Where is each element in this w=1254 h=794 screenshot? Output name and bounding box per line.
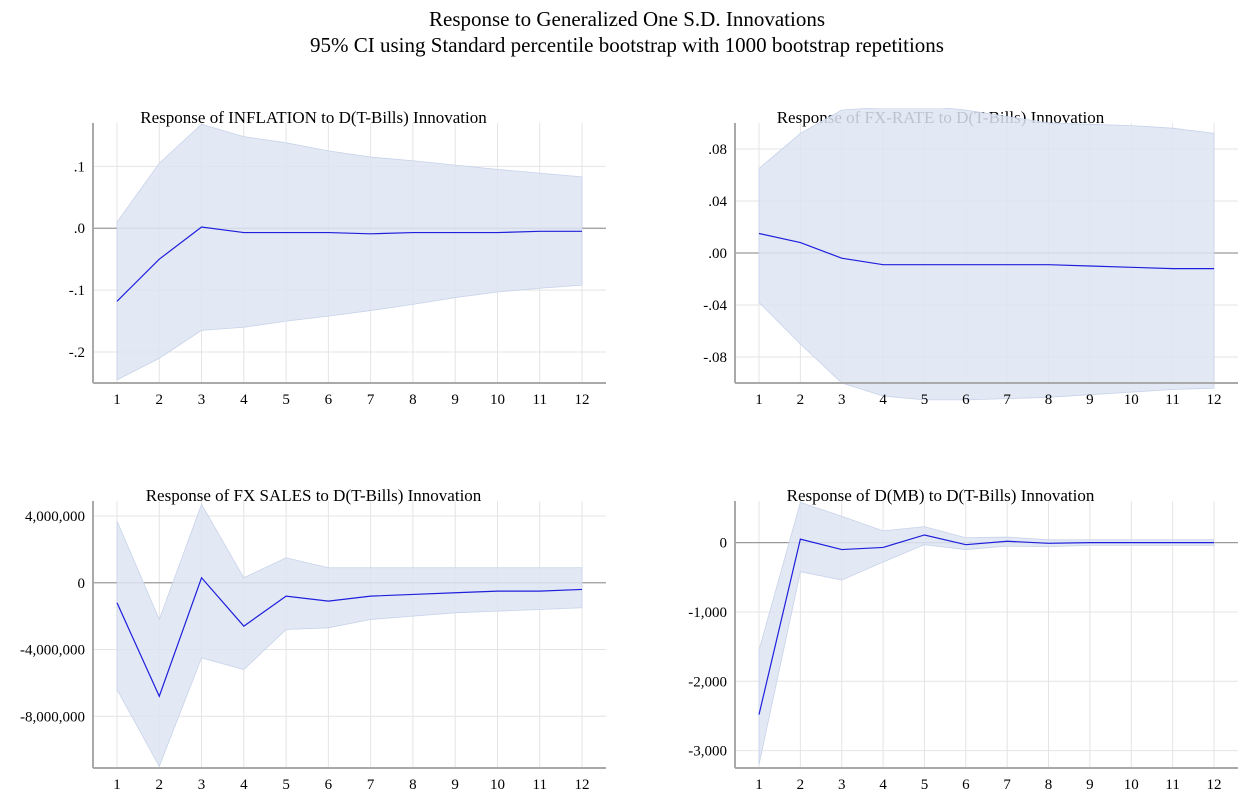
y-tick-label: 4,000,000 <box>25 509 85 525</box>
x-tick-label: 9 <box>1086 392 1094 408</box>
y-tick-label: .0 <box>74 221 85 237</box>
x-tick-label: 5 <box>921 392 929 408</box>
x-tick-label: 9 <box>451 777 459 792</box>
x-tick-label: 2 <box>797 777 805 792</box>
chart-title: Response to Generalized One S.D. Innovat… <box>429 7 825 31</box>
x-tick-label: 12 <box>575 777 590 792</box>
y-tick-label: 0 <box>78 576 86 592</box>
x-tick-label: 10 <box>490 392 505 408</box>
x-tick-label: 12 <box>1207 392 1222 408</box>
x-tick-label: 8 <box>409 777 417 792</box>
y-tick-label: -8,000,000 <box>20 709 85 725</box>
x-tick-label: 9 <box>451 392 459 408</box>
x-tick-label: 12 <box>1207 777 1222 792</box>
confidence-band <box>116 503 583 768</box>
confidence-band <box>758 108 1215 401</box>
x-tick-label: 7 <box>367 392 375 408</box>
x-tick-label: 11 <box>1165 777 1179 792</box>
confidence-band <box>116 123 583 381</box>
x-tick-label: 4 <box>879 392 887 408</box>
x-tick-label: 1 <box>113 392 121 408</box>
panel-inflation: Response of INFLATION to D(T-Bills) Inno… <box>0 108 627 408</box>
panel-d-mb: Response of D(MB) to D(T-Bills) Innovati… <box>627 486 1254 792</box>
x-tick-label: 9 <box>1086 777 1094 792</box>
y-tick-label: .04 <box>708 194 727 210</box>
panel-title: Response of D(MB) to D(T-Bills) Innovati… <box>786 486 1095 505</box>
x-tick-label: 5 <box>282 392 290 408</box>
x-tick-label: 3 <box>198 777 206 792</box>
y-tick-label: -4,000,000 <box>20 643 85 659</box>
x-tick-label: 7 <box>367 777 375 792</box>
x-tick-label: 11 <box>1165 392 1179 408</box>
x-tick-label: 6 <box>962 777 970 792</box>
x-tick-label: 4 <box>240 392 248 408</box>
x-tick-label: 6 <box>962 392 970 408</box>
response-line <box>758 534 1214 715</box>
chart-svg: .08.04.00-.04-.081 2 3 4 5 6 7 8 9 10 11 12 <box>703 108 1238 408</box>
y-tick-label: -3,000 <box>688 744 727 760</box>
chart-svg: .1.0-.1-.21 2 3 4 5 6 7 8 9 10 11 12 <box>69 123 606 408</box>
panel-fx-sales: Response of FX SALES to D(T-Bills) Innov… <box>0 486 627 792</box>
panel-fx-rate: Response of FX-RATE to D(T-Bills) Innova… <box>627 108 1254 408</box>
x-tick-label: 2 <box>156 392 164 408</box>
y-tick-label: -.2 <box>69 345 85 361</box>
x-tick-label: 10 <box>1124 777 1139 792</box>
x-tick-label: 1 <box>755 392 763 408</box>
y-tick-label: .1 <box>74 159 85 175</box>
x-tick-label: 11 <box>533 777 547 792</box>
x-tick-label: 6 <box>325 777 333 792</box>
x-tick-label: 10 <box>490 777 505 792</box>
x-tick-label: 4 <box>240 777 248 792</box>
y-tick-label: -.04 <box>703 298 727 314</box>
x-tick-label: 4 <box>879 777 887 792</box>
response-line <box>758 232 1214 270</box>
x-tick-label: 11 <box>533 392 547 408</box>
response-line <box>116 226 582 302</box>
x-tick-label: 3 <box>838 392 846 408</box>
x-tick-label: 3 <box>198 392 206 408</box>
x-tick-label: 1 <box>755 777 763 792</box>
x-tick-label: 2 <box>797 392 805 408</box>
x-tick-label: 7 <box>1003 392 1011 408</box>
x-tick-label: 8 <box>409 392 417 408</box>
x-tick-label: 7 <box>1003 777 1011 792</box>
y-tick-label: .00 <box>708 246 727 262</box>
panel-title: Response of FX SALES to D(T-Bills) Innov… <box>145 486 482 505</box>
panel-title: Response of INFLATION to D(T-Bills) Inno… <box>140 108 487 127</box>
x-tick-label: 6 <box>325 392 333 408</box>
x-tick-label: 5 <box>282 777 290 792</box>
y-tick-label: -2,000 <box>688 674 727 690</box>
y-tick-label: -.08 <box>703 350 727 366</box>
chart-subtitle: 95% CI using Standard percentile bootstr… <box>310 33 944 57</box>
x-tick-label: 10 <box>1124 392 1139 408</box>
x-tick-label: 12 <box>575 392 590 408</box>
y-tick-label: 0 <box>720 536 728 552</box>
y-tick-label: -1,000 <box>688 605 727 621</box>
x-tick-label: 8 <box>1045 392 1053 408</box>
x-tick-label: 2 <box>156 777 164 792</box>
response-line <box>116 576 583 698</box>
x-tick-label: 3 <box>838 777 846 792</box>
y-tick-label: -.1 <box>69 283 85 299</box>
confidence-band <box>758 501 1215 765</box>
y-tick-label: .08 <box>708 142 727 158</box>
x-tick-label: 5 <box>921 777 929 792</box>
x-tick-label: 1 <box>113 777 121 792</box>
x-tick-label: 8 <box>1045 777 1053 792</box>
